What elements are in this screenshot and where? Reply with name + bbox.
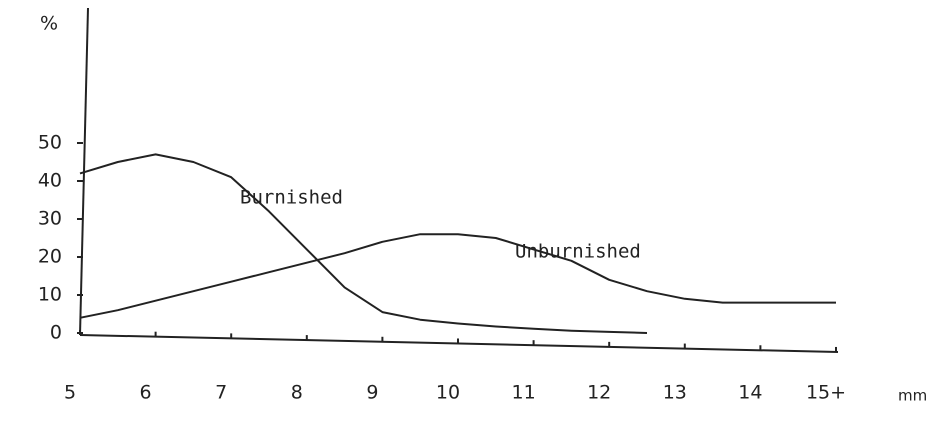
x-tick-label: 8 (291, 382, 303, 404)
y-tick-label: 50 (38, 132, 62, 154)
x-tick-label: 13 (663, 382, 687, 404)
x-tick-label: 10 (436, 382, 460, 404)
x-tick-label: 14 (738, 382, 762, 404)
series-label: Unburnished (515, 241, 641, 263)
y-tick-label: 40 (38, 170, 62, 192)
x-axis-label: mm (898, 387, 927, 405)
y-tick-label: 0 (50, 322, 62, 344)
x-tick-label: 15+ (806, 382, 846, 404)
x-tick-label: 12 (587, 382, 611, 404)
series-label: Burnished (240, 187, 343, 209)
y-tick-label: 10 (38, 284, 62, 306)
x-tick-label: 6 (140, 382, 152, 404)
series-line (79, 233, 836, 319)
x-tick-label: 7 (215, 382, 227, 404)
series-line (79, 153, 648, 334)
y-axis-label: % (40, 13, 58, 35)
x-tick-label: 11 (512, 382, 536, 404)
y-tick-label: 20 (38, 246, 62, 268)
x-tick-label: 9 (366, 382, 378, 404)
x-axis (79, 334, 839, 353)
x-tick-label: 5 (64, 382, 76, 404)
y-tick-label: 30 (38, 208, 62, 230)
